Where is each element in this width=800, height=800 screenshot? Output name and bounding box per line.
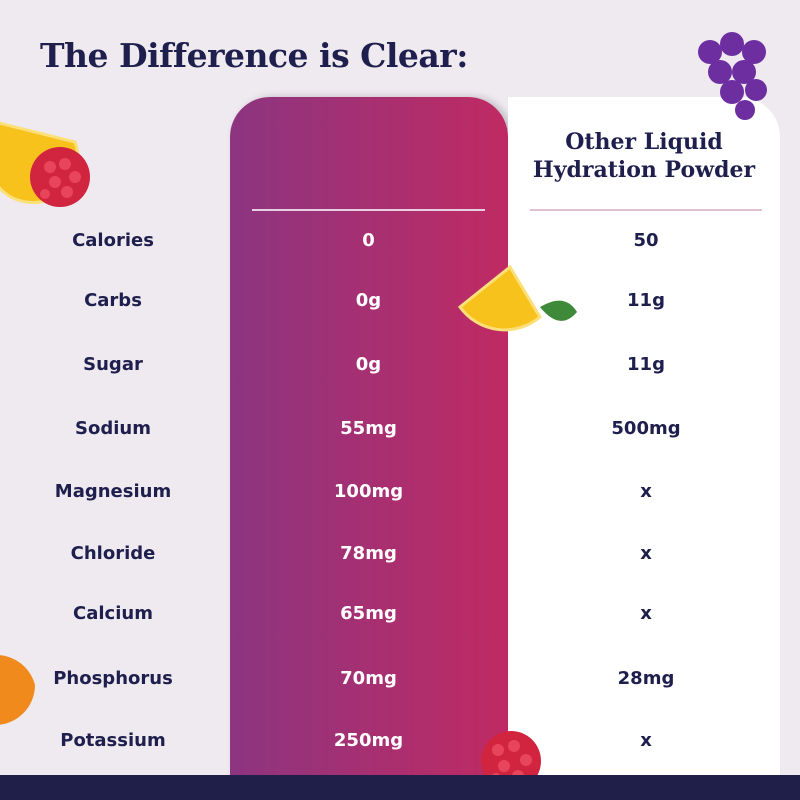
other-value: 50 xyxy=(633,230,659,251)
row-label: Magnesium xyxy=(54,481,172,502)
other-value: 500mg xyxy=(611,418,681,439)
brand-value: 65mg xyxy=(340,603,397,624)
table-row: Calories 0 50 xyxy=(0,226,800,256)
row-label: Carbs xyxy=(84,290,142,311)
row-label: Potassium xyxy=(60,730,166,751)
table-row: Sodium 55mg 500mg xyxy=(0,414,800,444)
brand-value: 0g xyxy=(355,290,382,311)
page-title: The Difference is Clear: xyxy=(40,36,468,75)
brand-value: 0g xyxy=(355,354,382,375)
table-row: Calcium 65mg x xyxy=(0,599,800,629)
other-header-line2: Hydration Powder xyxy=(532,157,756,183)
other-header-line1: Other Liquid xyxy=(565,129,723,155)
grapes-icon xyxy=(698,32,767,120)
table-row: Sugar 0g 11g xyxy=(0,350,800,380)
row-label: Calories xyxy=(72,230,154,251)
brand-header-divider xyxy=(252,209,485,211)
brand-value: 55mg xyxy=(340,418,397,439)
other-value: x xyxy=(640,543,652,564)
table-row: Chloride 78mg x xyxy=(0,539,800,569)
row-label: Chloride xyxy=(70,543,156,564)
table-row: Phosphorus 70mg 28mg xyxy=(0,664,800,694)
table-row: Carbs 0g 11g xyxy=(0,286,800,316)
brand-value: 0 xyxy=(362,230,375,251)
brand-value: 100mg xyxy=(333,481,404,502)
lemon-slice-icon xyxy=(457,264,577,332)
brand-value: 78mg xyxy=(340,543,397,564)
brand-value: 70mg xyxy=(340,668,397,689)
brand-column xyxy=(230,97,508,787)
table-row: Magnesium 100mg x xyxy=(0,477,800,507)
row-label: Sodium xyxy=(75,418,151,439)
other-value: 11g xyxy=(627,290,665,311)
other-value: x xyxy=(640,730,652,751)
orange-slice-icon xyxy=(0,655,35,725)
other-header-divider xyxy=(530,209,762,211)
other-column xyxy=(508,97,780,787)
other-value: 11g xyxy=(627,354,665,375)
row-label: Calcium xyxy=(73,603,153,624)
footer-bar xyxy=(0,775,800,800)
lemon-raspberry-icon xyxy=(0,121,90,207)
row-label: Sugar xyxy=(83,354,143,375)
brand-value: 250mg xyxy=(333,730,404,751)
other-value: x xyxy=(640,603,652,624)
other-value: 28mg xyxy=(617,668,675,689)
other-value: x xyxy=(640,481,652,502)
table-row: Potassium 250mg x xyxy=(0,726,800,756)
other-column-header: Other Liquid Hydration Powder xyxy=(508,128,780,184)
row-label: Phosphorus xyxy=(53,668,173,689)
